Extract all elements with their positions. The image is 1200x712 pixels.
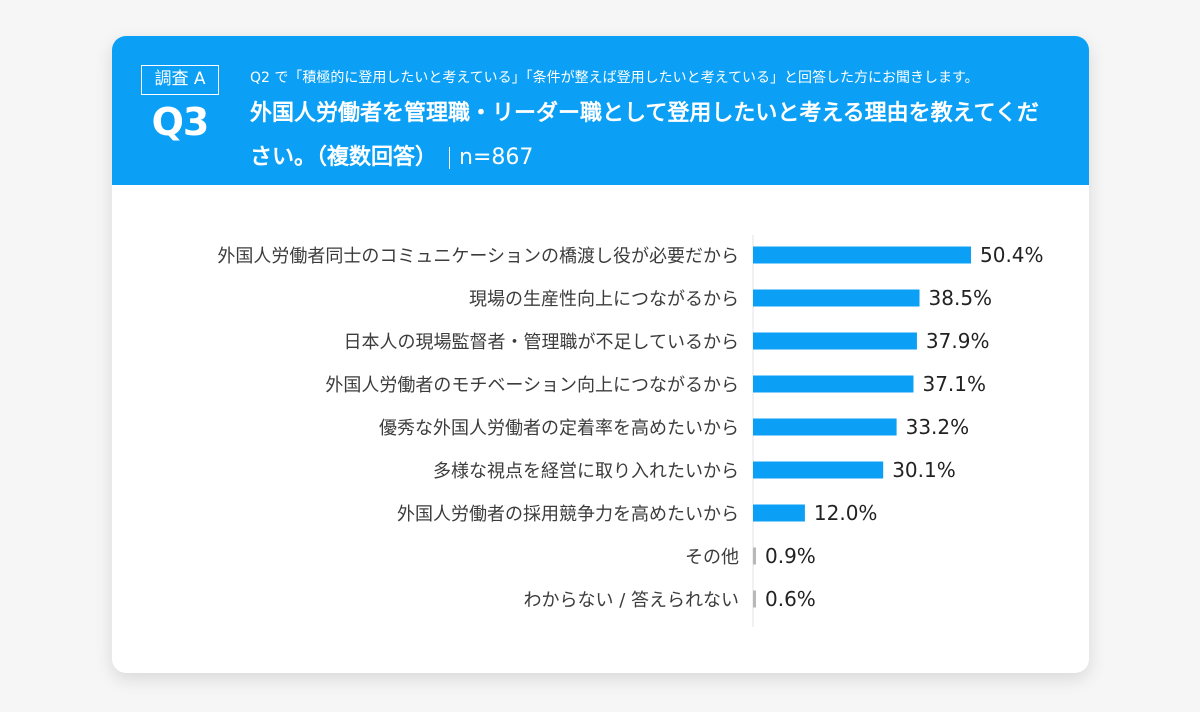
bar-chart: 外国人労働者同士のコミュニケーションの橋渡し役が必要だから 50.4% 現場の生産性…: [217, 235, 1044, 627]
value-label: 12.0%: [814, 501, 878, 525]
bar: [753, 504, 805, 522]
category-label: 外国人労働者のモチベーション向上につながるから: [325, 375, 739, 396]
question-title-block: 外国人労働者を管理職・リーダー職として登用したいと考える理由を教えてください。（…: [250, 92, 1050, 180]
question-title: 外国人労働者を管理職・リーダー職として登用したいと考える理由を教えてください。（…: [250, 101, 1039, 170]
value-label: 0.6%: [765, 587, 816, 611]
category-label: 多様な視点を経営に取り入れたいから: [433, 461, 739, 482]
bar: [753, 375, 914, 393]
question-number: Q3: [151, 100, 210, 144]
bar: [753, 289, 920, 307]
value-label: 37.9%: [926, 329, 990, 353]
value-label: 30.1%: [892, 458, 956, 482]
bar: [753, 246, 971, 264]
category-label: 日本人の現場監督者・管理職が不足しているから: [344, 332, 739, 353]
survey-card: 調査 A Q3 Q2 で「積極的に登用したいと考えている」「条件が整えば登用した…: [112, 36, 1089, 673]
question-header: 調査 A Q3 Q2 で「積極的に登用したいと考えている」「条件が整えば登用した…: [112, 36, 1089, 185]
category-label: 外国人労働者同士のコミュニケーションの橋渡し役が必要だから: [217, 246, 739, 267]
pre-question-text: Q2 で「積極的に登用したいと考えている」「条件が整えば登用したいと考えている」…: [250, 70, 979, 86]
category-label: 外国人労働者の採用競争力を高めたいから: [397, 504, 739, 525]
value-label: 37.1%: [922, 372, 986, 396]
bar: [753, 461, 884, 479]
title-divider: [449, 147, 451, 169]
category-label: その他: [685, 547, 739, 568]
value-label: 0.9%: [765, 544, 816, 568]
bar: [753, 418, 897, 436]
value-label: 33.2%: [906, 415, 970, 439]
value-label: 38.5%: [929, 286, 993, 310]
category-label: わからない / 答えられない: [523, 590, 739, 611]
category-label: 現場の生産性向上につながるから: [469, 289, 739, 310]
value-label: 50.4%: [980, 243, 1044, 267]
bar: [753, 547, 756, 565]
category-label: 優秀な外国人労働者の定着率を高めたいから: [379, 418, 739, 439]
sample-size: n=867: [459, 145, 534, 170]
bar: [753, 332, 917, 350]
bar: [753, 590, 756, 608]
survey-tag: 調査 A: [141, 65, 219, 95]
